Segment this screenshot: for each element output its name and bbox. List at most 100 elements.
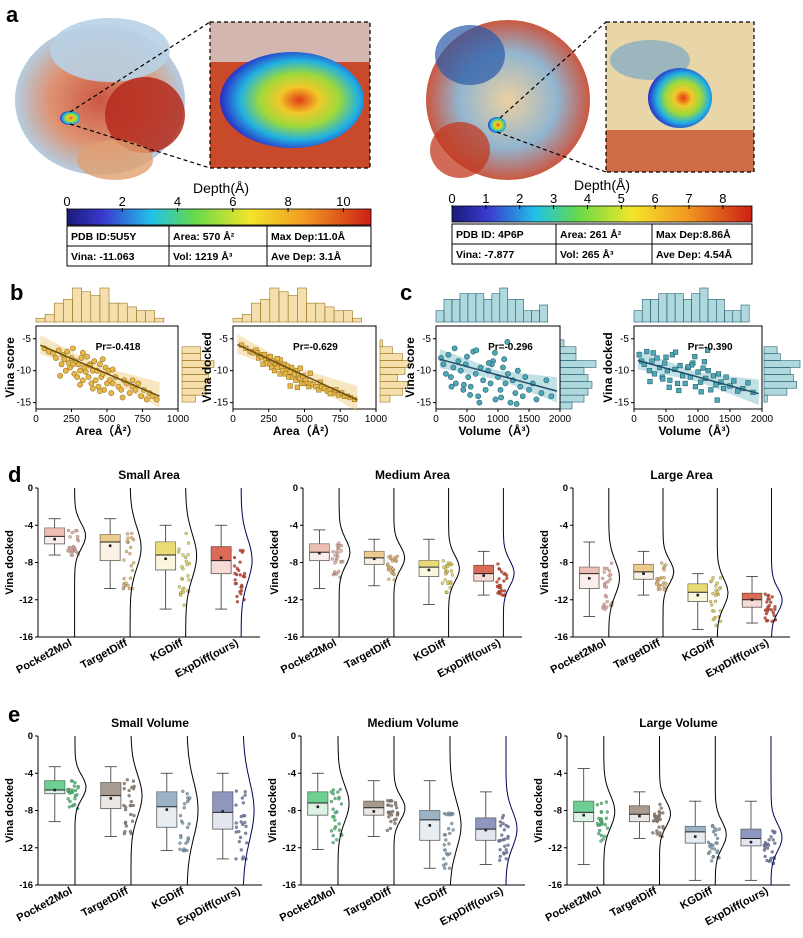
box-lower-fill — [629, 814, 650, 822]
y-axis-label: Vina docked — [200, 332, 214, 402]
data-point — [70, 345, 76, 352]
box-mean — [427, 568, 431, 572]
colorbar-tick-label: 0 — [63, 194, 70, 209]
histogram-bar-x — [99, 287, 110, 323]
box-scatter-point — [177, 547, 181, 551]
box-scatter-point — [659, 806, 663, 810]
box-scatter-point — [68, 535, 72, 539]
histogram-bar-x — [633, 310, 643, 323]
histogram-bar-x — [117, 302, 128, 323]
box-scatter-point — [714, 593, 718, 598]
box-scatter-point — [606, 580, 610, 584]
box-scatter-point — [128, 829, 133, 834]
box-scatter-point — [245, 841, 249, 845]
data-point — [443, 370, 449, 377]
y-tick-label: -16 — [19, 880, 33, 891]
data-point — [533, 396, 540, 403]
box-scatter-point — [713, 599, 718, 604]
scatter-area-vina-docked: Pr=-0.629 0 250 500 750 1000 -5 -10 -15 Area（Å²） V… — [200, 287, 411, 438]
box-scatter-point — [239, 820, 243, 824]
box-scatter-point — [603, 593, 608, 598]
histogram-bar-x — [324, 306, 335, 323]
data-point — [500, 364, 506, 371]
box-scatter-point — [238, 573, 242, 577]
data-point — [307, 370, 313, 376]
data-point — [476, 399, 483, 406]
histogram-bar-y — [559, 374, 589, 382]
box-scatter-point — [186, 839, 190, 844]
data-point — [89, 385, 96, 392]
box-scatter-point — [241, 548, 245, 553]
box-lower-fill — [633, 571, 654, 580]
histogram-bar-x — [108, 302, 119, 323]
box-scatter-point — [764, 619, 769, 623]
histogram-bar-y — [181, 353, 201, 361]
box-upper-fill — [100, 782, 121, 796]
category-label: KGDiff — [680, 637, 717, 664]
box-scatter-point — [505, 576, 509, 581]
data-point — [538, 390, 545, 396]
density-curve — [338, 488, 351, 637]
panel-label-d: d — [8, 462, 21, 487]
box-scatter-point — [331, 815, 335, 819]
data-point — [677, 362, 683, 369]
box-scatter-point — [122, 558, 126, 562]
category-label: ExpDiff(ours) — [703, 885, 770, 928]
box-scatter-point — [709, 603, 714, 607]
category-label: ExpDiff(ours) — [175, 885, 242, 928]
box-scatter-point — [449, 569, 454, 573]
box-scatter-point — [765, 600, 769, 604]
data-point — [647, 378, 653, 385]
box-scatter-point — [182, 806, 186, 810]
box-scatter-point — [338, 787, 342, 792]
box-scatter-point — [386, 803, 391, 807]
y-tick-label: -10 — [17, 366, 32, 377]
data-point — [82, 369, 89, 375]
box-mean — [638, 814, 641, 818]
box-scatter-point — [234, 789, 239, 793]
histogram-bar-x — [241, 314, 252, 323]
colorbar-title-left: Depth(Å) — [193, 180, 249, 196]
box-scatter-point — [393, 821, 397, 826]
data-point — [723, 374, 729, 380]
box-scatter-point — [184, 531, 188, 536]
box-mean — [428, 824, 432, 827]
y-tick-label: 0 — [28, 731, 33, 742]
histogram-bar-x — [467, 293, 477, 323]
info-table-left: PDB ID:5U5Y Vina: -11.063 Area: 570 Å² Vol:… — [66, 225, 372, 267]
box-scatter-point — [599, 801, 604, 806]
box-scatter-point — [333, 826, 337, 831]
data-point — [447, 374, 454, 380]
x-tick-label: 500 — [459, 414, 476, 425]
y-tick-label: -5 — [22, 334, 31, 345]
regression-line — [236, 343, 358, 401]
histogram-bar-y — [763, 346, 778, 354]
correlation-label: Pr=-0.418 — [96, 342, 141, 353]
density-curve — [242, 735, 255, 886]
data-point — [695, 369, 701, 375]
data-point — [451, 345, 458, 352]
data-point — [713, 382, 719, 388]
data-point — [452, 380, 459, 387]
zoom-connector-left — [69, 21, 211, 169]
box-scatter-point — [124, 549, 129, 554]
data-point — [74, 374, 81, 380]
box-scatter-point — [241, 822, 245, 827]
box-scatter-point — [501, 851, 506, 855]
box-scatter-point — [331, 807, 335, 811]
data-point — [701, 359, 707, 365]
box-scatter-point — [66, 788, 70, 793]
box-scatter-point — [234, 803, 238, 807]
box-scatter-point — [499, 570, 504, 574]
box-mean — [372, 810, 376, 813]
y-tick-label: -12 — [19, 843, 33, 854]
box-scatter-point — [651, 819, 656, 823]
box-scatter-point — [772, 613, 776, 618]
box-scatter-point — [448, 561, 453, 566]
box-scatter-point — [664, 563, 668, 567]
box-scatter-point — [385, 563, 390, 567]
box-scatter-point — [129, 564, 133, 568]
histogram-bar-x — [260, 299, 271, 323]
histogram-bar-x — [435, 310, 445, 323]
